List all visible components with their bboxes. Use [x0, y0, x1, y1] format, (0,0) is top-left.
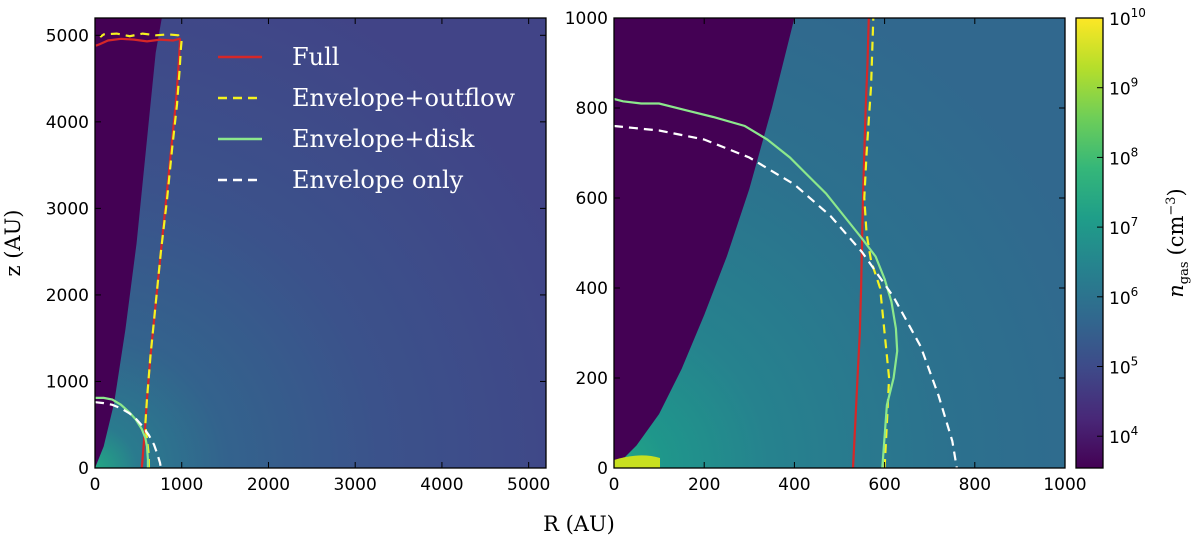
left-xtick-label: 2000: [247, 475, 290, 495]
right-ytick-label: 400: [576, 279, 608, 299]
colorbar-label-symbol: n: [1164, 284, 1188, 298]
colorbar: 104 105 106 107 108 109 1010 ngas (cm−3): [1075, 6, 1192, 469]
right-plot-frame: [613, 17, 1066, 469]
left-xtick-label: 4000: [420, 475, 463, 495]
right-xtick-label: 600: [868, 475, 900, 495]
right-xtick-label: 800: [959, 475, 991, 495]
right-ytick-label: 800: [576, 99, 608, 119]
left-panel: 0 1000 2000 3000 4000 50000100020003000400050…: [1, 17, 615, 536]
right-ytick-label: 0: [597, 459, 608, 479]
colorbar-label-subscript: gas: [1177, 261, 1192, 284]
legend-label: Envelope+outflow: [292, 84, 516, 112]
colorbar-tick-label: 108: [1109, 145, 1138, 169]
left-outflow-cavity: [95, 18, 162, 468]
left-ytick-label: 2000: [46, 286, 89, 306]
left-xtick-label: 3000: [334, 475, 377, 495]
right-series-full: [851, 18, 870, 468]
right-ytick-label: 600: [576, 189, 608, 209]
left-series-envelope-only: [95, 401, 162, 468]
left-xtick-label: 5000: [507, 475, 550, 495]
right-ytick-label: 200: [576, 369, 608, 389]
right-xtick-label: 200: [688, 475, 720, 495]
colorbar-gradient: [1075, 17, 1104, 469]
colorbar-label-unit: (cm: [1164, 216, 1188, 256]
left-y-axis-title: z (AU): [1, 210, 25, 277]
colorbar-tick-label: 106: [1109, 285, 1138, 309]
left-plot-frame: [94, 17, 547, 469]
right-disk-region: [614, 455, 660, 468]
right-series-envelope-outflow: [863, 18, 891, 468]
colorbar-label-close: ): [1164, 188, 1188, 196]
legend: Full Envelope+outflow Envelope+disk Envelop…: [218, 43, 516, 194]
left-ytick-label: 4000: [46, 113, 89, 133]
right-series-envelope-disk: [614, 97, 899, 468]
right-xtick-label: 0: [609, 475, 620, 495]
colorbar-tick-label: 104: [1109, 424, 1138, 448]
colorbar-label-exponent: −3: [1164, 196, 1179, 215]
legend-label: Full: [292, 43, 339, 71]
left-density-map: [95, 18, 546, 468]
colorbar-tick-label: 105: [1109, 355, 1138, 379]
right-panel: 0 200 400 600 800 1000 0 200 400 600 800 1000: [565, 9, 1087, 495]
right-xtick-label: 1000: [1043, 475, 1086, 495]
right-ytick-label: 1000: [565, 9, 608, 29]
legend-label: Envelope only: [292, 166, 464, 194]
x-axis-title: R (AU): [543, 512, 615, 536]
colorbar-tick-label: 107: [1109, 215, 1138, 239]
left-xtick-label: 1000: [160, 475, 203, 495]
left-series-envelope-outflow: [99, 32, 183, 468]
right-series-envelope-only: [614, 124, 958, 468]
legend-label: Envelope+disk: [292, 125, 475, 153]
left-ytick-label: 0: [78, 459, 89, 479]
colorbar-tick-label: 1010: [1109, 6, 1146, 30]
left-ytick-label: 3000: [46, 199, 89, 219]
left-ytick-label: 5000: [46, 26, 89, 46]
left-ytick-label: 1000: [46, 372, 89, 392]
colorbar-label: ngas (cm−3): [1164, 188, 1192, 298]
right-xtick-label: 400: [778, 475, 810, 495]
left-xtick-label: 0: [90, 475, 101, 495]
colorbar-tick-label: 109: [1109, 76, 1138, 100]
